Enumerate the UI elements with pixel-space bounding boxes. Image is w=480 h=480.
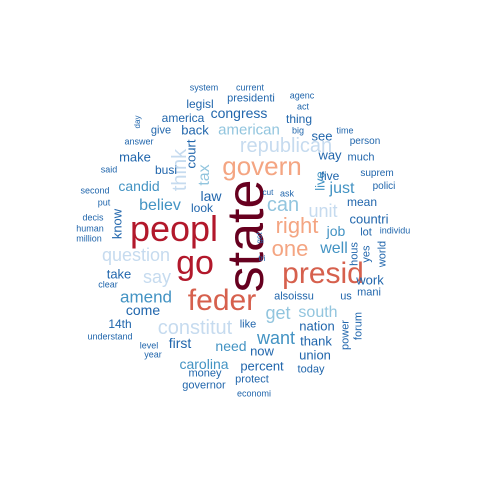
- word-govern: govern: [222, 151, 302, 181]
- word-thing: thing: [285, 112, 313, 126]
- word-say: say: [142, 267, 172, 287]
- word-can: can: [266, 194, 300, 216]
- word-work: work: [356, 272, 384, 288]
- word-individu: individu: [379, 225, 411, 236]
- word-world: world: [376, 240, 389, 268]
- word-understand: understand: [87, 331, 133, 342]
- word-much: much: [347, 151, 375, 164]
- word-big: big: [291, 125, 305, 136]
- word-answer: answer: [124, 136, 154, 147]
- word-person: person: [349, 136, 381, 147]
- word-tri: tri: [258, 254, 266, 263]
- word-clear: clear: [98, 279, 118, 290]
- word-peopl: peopl: [129, 208, 219, 249]
- word-see: see: [311, 128, 333, 144]
- word-ask: ask: [279, 188, 295, 199]
- word-lot: lot: [360, 226, 372, 239]
- word-countri: countri: [349, 211, 389, 227]
- word-look: look: [190, 201, 214, 215]
- word-today: today: [297, 363, 325, 376]
- word-mani: mani: [357, 286, 381, 299]
- word-decis: decis: [82, 212, 104, 223]
- word-cut: cut: [262, 188, 274, 197]
- word-million: million: [76, 233, 102, 244]
- word-constitut: constitut: [157, 317, 233, 339]
- word-unit: unit: [308, 201, 338, 221]
- word-now: now: [250, 343, 274, 359]
- word-put: put: [97, 197, 111, 208]
- word-hous: hous: [348, 242, 361, 266]
- word-like: like: [239, 318, 257, 331]
- word-south: south: [298, 304, 338, 321]
- word-us: us: [340, 290, 352, 303]
- word-governor: governor: [182, 379, 226, 392]
- word-yes: yes: [360, 245, 373, 263]
- word-polici: polici: [372, 181, 396, 192]
- word-american: american: [218, 121, 280, 139]
- word-come: come: [125, 302, 161, 318]
- word-right: right: [275, 213, 319, 238]
- word-14th: 14th: [108, 317, 132, 331]
- word-tax: tax: [196, 164, 213, 186]
- word-human: human: [76, 223, 104, 234]
- word-first: first: [168, 335, 192, 351]
- word-busi: busi: [154, 163, 178, 177]
- word-back: back: [181, 122, 209, 138]
- word-year: year: [144, 349, 162, 360]
- word-economi: economi: [236, 388, 272, 399]
- word-level: level: [139, 340, 159, 351]
- word-just: just: [329, 180, 355, 197]
- word-act: act: [296, 101, 310, 112]
- word-question: question: [101, 245, 171, 265]
- word-america: america: [161, 111, 205, 125]
- word-want: want: [256, 328, 296, 348]
- word-get: get: [265, 303, 291, 323]
- word-nation: nation: [299, 318, 335, 334]
- word-congress: congress: [210, 105, 268, 121]
- word-thank: thank: [300, 333, 332, 349]
- word-suprem: suprem: [360, 168, 394, 179]
- word-republican: republican: [239, 135, 333, 157]
- word-make: make: [119, 149, 151, 165]
- word-carolina: carolina: [179, 356, 229, 372]
- word-law: law: [200, 188, 222, 204]
- word-presid: presid: [282, 257, 364, 290]
- word-five: five: [320, 169, 340, 183]
- word-said: said: [100, 164, 118, 175]
- word-money: money: [188, 367, 222, 380]
- word-union: union: [299, 347, 331, 363]
- word-current: current: [235, 82, 265, 93]
- word-legisl: legisl: [186, 97, 214, 111]
- word-one: one: [271, 236, 309, 261]
- word-go: go: [176, 244, 214, 282]
- word-feder: feder: [187, 284, 257, 317]
- word-second: second: [80, 185, 110, 196]
- word-amend: amend: [120, 287, 172, 307]
- word-candid: candid: [118, 178, 160, 194]
- word-power: power: [339, 320, 352, 350]
- word-agenc: agenc: [289, 90, 315, 101]
- word-system: system: [189, 82, 219, 93]
- word-believ: believ: [139, 197, 181, 214]
- word-give: give: [150, 124, 172, 137]
- word-take: take: [106, 266, 132, 282]
- word-presidenti: presidenti: [227, 92, 275, 105]
- word-percent: percent: [240, 358, 284, 374]
- word-well: well: [320, 240, 348, 257]
- word-need: need: [215, 338, 247, 354]
- word-got: got: [255, 232, 264, 244]
- word-time: time: [336, 125, 354, 136]
- word-day: day: [133, 115, 142, 129]
- word-forum: forum: [352, 311, 365, 341]
- word-protect: protect: [235, 373, 269, 386]
- word-mean: mean: [346, 195, 378, 209]
- word-know: know: [109, 208, 125, 240]
- word-way: way: [318, 147, 342, 163]
- word-alsoissu: alsoissu: [274, 290, 314, 303]
- word-court: court: [183, 139, 199, 169]
- word-job: job: [326, 223, 346, 239]
